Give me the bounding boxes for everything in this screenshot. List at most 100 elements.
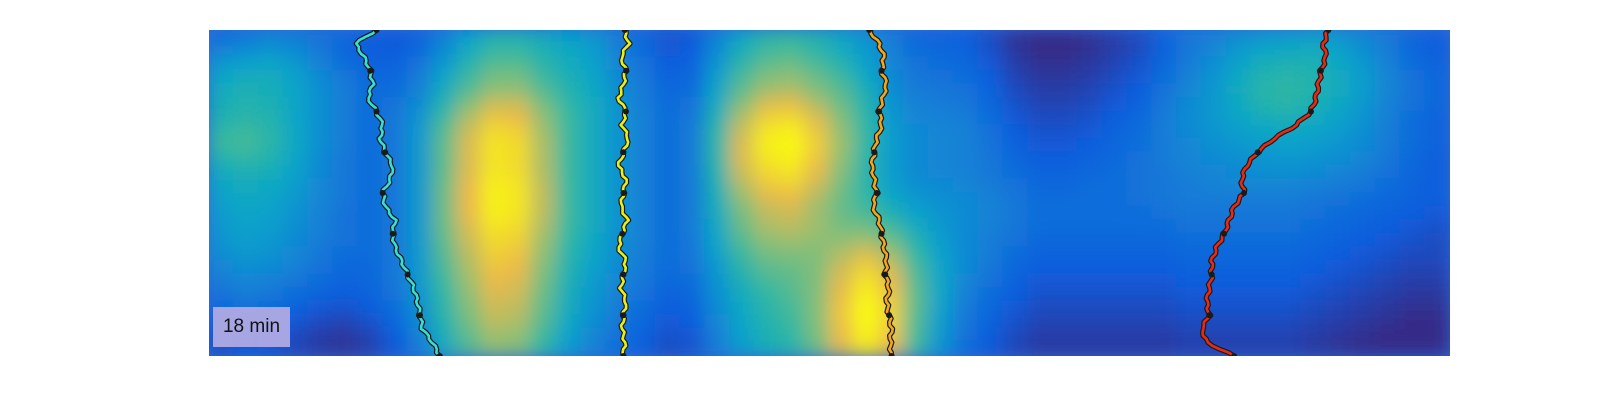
heatmap-cell	[1324, 56, 1352, 72]
heatmap-cell	[654, 259, 682, 276]
track-node-orange	[876, 108, 883, 115]
heatmap-cell	[828, 287, 856, 303]
heatmap-cell	[481, 314, 508, 330]
heatmap-cell	[1424, 110, 1450, 127]
heatmap-cell	[406, 232, 434, 249]
heatmap-cell	[555, 327, 583, 344]
heatmap-cell	[1275, 30, 1303, 45]
heatmap-cell	[729, 259, 757, 276]
heatmap-cell	[754, 205, 781, 222]
heatmap-cell	[1399, 124, 1427, 140]
heatmap-cell	[381, 341, 409, 356]
heatmap-cell	[977, 273, 1005, 290]
heatmap-cell	[431, 151, 459, 167]
heatmap-cell	[1324, 327, 1352, 344]
heatmap-cell	[803, 232, 831, 249]
heatmap-cell	[481, 69, 508, 86]
heatmap-cell	[878, 205, 905, 222]
heatmap-cell	[1126, 178, 1154, 194]
heatmap-cell	[1051, 287, 1079, 303]
heatmap-cell	[902, 287, 930, 303]
heatmap-cell	[1101, 178, 1129, 194]
heatmap-cell	[580, 219, 608, 235]
heatmap-cell	[1349, 232, 1377, 249]
heatmap-cell	[1027, 246, 1054, 262]
heatmap-cell	[853, 232, 881, 249]
heatmap-cell	[332, 205, 359, 222]
heatmap-cell	[1175, 259, 1203, 276]
heatmap-cell	[1126, 314, 1154, 330]
heatmap-cell	[1126, 137, 1154, 154]
heatmap-cell	[481, 56, 508, 72]
heatmap-cell	[1175, 273, 1203, 290]
heatmap-cell	[1250, 69, 1278, 86]
heatmap-cell	[1151, 110, 1178, 127]
heatmap-cell	[356, 151, 384, 167]
heatmap-cell	[1374, 192, 1402, 208]
heatmap-cell	[1200, 137, 1228, 154]
track-node-orange	[878, 230, 885, 237]
heatmap-cell	[878, 124, 905, 140]
heatmap-cell	[332, 151, 359, 167]
heatmap-cell	[878, 151, 905, 167]
heatmap-cell	[505, 246, 533, 262]
heatmap-cell	[1101, 273, 1129, 290]
heatmap-cell	[209, 83, 235, 99]
heatmap-cell	[1101, 246, 1129, 262]
heatmap-cell	[1175, 30, 1203, 45]
heatmap-cell	[729, 287, 757, 303]
heatmap-cell	[1225, 246, 1253, 262]
heatmap-cell	[1324, 42, 1352, 59]
heatmap-cell	[1374, 151, 1402, 167]
heatmap-cell	[356, 259, 384, 276]
heatmap-cell	[704, 164, 732, 181]
heatmap-cell	[1275, 341, 1303, 356]
heatmap-cell	[977, 164, 1005, 181]
heatmap-cell	[381, 287, 409, 303]
heatmap-cell	[853, 300, 881, 317]
heatmap-cell	[1324, 314, 1352, 330]
heatmap-cell	[1076, 287, 1104, 303]
heatmap-cell	[1374, 56, 1402, 72]
heatmap-cell	[481, 192, 508, 208]
heatmap-cell	[1175, 314, 1203, 330]
heatmap-cell	[555, 83, 583, 99]
heatmap-cell	[406, 96, 434, 113]
heatmap-cell	[555, 205, 583, 222]
heatmap-cell	[1374, 164, 1402, 181]
heatmap-cell	[257, 259, 285, 276]
heatmap-cell	[1126, 164, 1154, 181]
track-node-orange	[882, 271, 889, 278]
heatmap-cell	[977, 259, 1005, 276]
heatmap-cell	[356, 287, 384, 303]
heatmap-cell	[332, 124, 359, 140]
heatmap-cell	[1399, 178, 1427, 194]
heatmap-cell	[1002, 327, 1030, 344]
heatmap-cell	[754, 30, 781, 45]
heatmap-cell	[1076, 273, 1104, 290]
heatmap-cell	[1225, 69, 1253, 86]
heatmap-cell	[431, 56, 459, 72]
heatmap-cell	[406, 164, 434, 181]
heatmap-cell	[853, 287, 881, 303]
heatmap-cell	[778, 69, 806, 86]
heatmap-cell	[1051, 327, 1079, 344]
heatmap-cell	[1324, 287, 1352, 303]
heatmap-cell	[902, 259, 930, 276]
heatmap-cell	[977, 300, 1005, 317]
heatmap-cell	[1349, 30, 1377, 45]
heatmap-cell	[952, 232, 980, 249]
heatmap-cell	[977, 219, 1005, 235]
heatmap-cell	[1200, 192, 1228, 208]
heatmap-cell	[1424, 164, 1450, 181]
heatmap-cell	[580, 327, 608, 344]
heatmap-cell	[654, 42, 682, 59]
heatmap-cell	[927, 151, 955, 167]
heatmap-cell	[1349, 327, 1377, 344]
heatmap-cell	[1151, 178, 1178, 194]
heatmap-cell	[1424, 314, 1450, 330]
heatmap-cell	[307, 178, 335, 194]
heatmap-cell	[232, 42, 260, 59]
heatmap-cell	[1151, 69, 1178, 86]
heatmap-cell	[1051, 164, 1079, 181]
